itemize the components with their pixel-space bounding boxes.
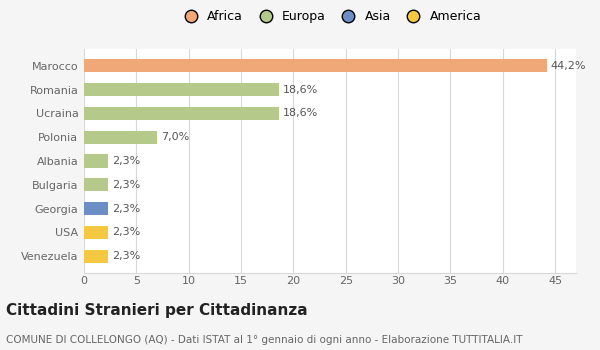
Bar	[84, 250, 108, 263]
Text: COMUNE DI COLLELONGO (AQ) - Dati ISTAT al 1° gennaio di ogni anno - Elaborazione: COMUNE DI COLLELONGO (AQ) - Dati ISTAT a…	[6, 335, 523, 345]
Bar	[84, 107, 279, 120]
Text: 2,3%: 2,3%	[112, 251, 140, 261]
Bar	[84, 202, 108, 215]
Legend: Africa, Europa, Asia, America: Africa, Europa, Asia, America	[179, 10, 481, 23]
Bar	[84, 83, 279, 96]
Text: 2,3%: 2,3%	[112, 204, 140, 214]
Text: 2,3%: 2,3%	[112, 156, 140, 166]
Text: 44,2%: 44,2%	[551, 61, 586, 71]
Text: 18,6%: 18,6%	[283, 108, 318, 118]
Bar	[84, 154, 108, 168]
Text: 2,3%: 2,3%	[112, 228, 140, 237]
Text: 18,6%: 18,6%	[283, 85, 318, 95]
Text: 2,3%: 2,3%	[112, 180, 140, 190]
Text: Cittadini Stranieri per Cittadinanza: Cittadini Stranieri per Cittadinanza	[6, 303, 308, 318]
Bar	[84, 178, 108, 191]
Bar	[84, 226, 108, 239]
Bar	[84, 131, 157, 144]
Bar	[84, 59, 547, 72]
Text: 7,0%: 7,0%	[161, 132, 190, 142]
